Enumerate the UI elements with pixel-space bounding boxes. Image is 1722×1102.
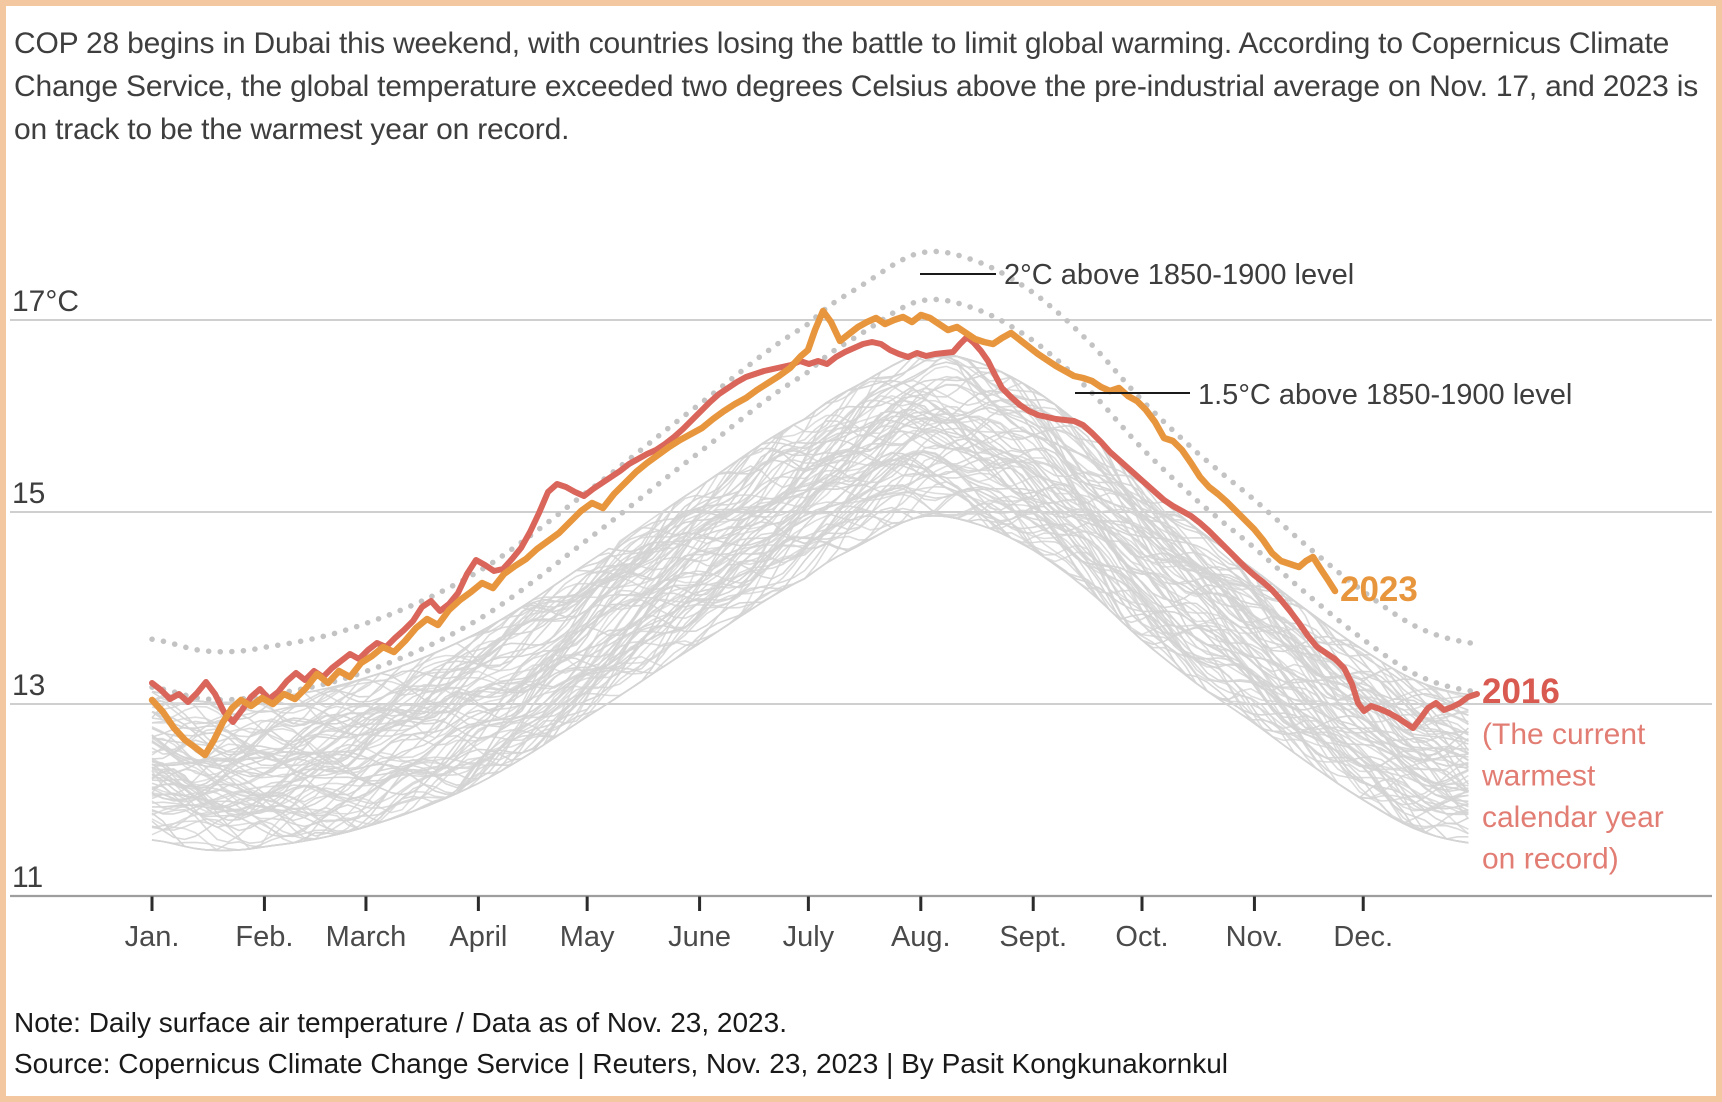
gray-year-line — [151, 486, 1469, 838]
gray-year-line — [151, 405, 1469, 764]
x-axis-month-label: April — [449, 921, 507, 953]
gray-year-line — [151, 455, 1469, 852]
series-label-2016: 2016 — [1482, 672, 1560, 711]
series-2016-subtitle-line: calendar year — [1482, 801, 1664, 834]
x-axis-month-label: Feb. — [235, 921, 293, 953]
annotation-1p5c-label: 1.5°C above 1850-1900 level — [1198, 379, 1572, 411]
gray-year-line — [151, 353, 1469, 729]
gray-year-line — [151, 395, 1470, 769]
dotted-1p5c-curve — [149, 296, 1475, 703]
gray-year-line — [151, 411, 1469, 797]
x-axis-month-label: Sept. — [999, 921, 1067, 953]
series-2016-subtitle: (The current warmest calendar year on recor… — [1481, 718, 1664, 876]
x-axis-month-label: June — [668, 921, 731, 953]
y-axis-label: 13 — [12, 669, 45, 702]
dotted-2c-curve — [149, 248, 1475, 655]
headline-text: COP 28 begins in Dubai this weekend, wit… — [14, 27, 1699, 146]
line-2023 — [148, 307, 1339, 759]
axis-layer: 17°C 15 13 11 Jan. Feb. March April May June July A… — [12, 285, 1393, 953]
x-axis-month-label: Dec. — [1333, 921, 1393, 953]
x-axis-month-label: May — [560, 921, 615, 953]
series-label-2023: 2023 — [1340, 570, 1418, 609]
x-axis-month-label: July — [783, 921, 835, 953]
footnotes: Note: Daily surface air temperature / Da… — [14, 1002, 1704, 1084]
gray-year-line — [151, 352, 1469, 738]
gray-year-line — [151, 456, 1469, 841]
line-2016 — [149, 334, 1480, 731]
gray-year-line — [151, 395, 1469, 768]
gray-year-line — [151, 451, 1469, 810]
annotation-2c-label: 2°C above 1850-1900 level — [1004, 259, 1354, 291]
highlighted-series-layer — [148, 307, 1480, 759]
gray-year-line — [151, 352, 1469, 746]
gray-year-line — [151, 427, 1469, 808]
x-axis-month-label: Aug. — [891, 921, 951, 953]
x-axis-month-label: Nov. — [1226, 921, 1283, 953]
x-axis-month-label: Oct. — [1115, 921, 1168, 953]
historical-years-layer — [151, 352, 1470, 852]
series-2016-subtitle-line: (The current — [1482, 718, 1646, 751]
source-text: Source: Copernicus Climate Change Servic… — [14, 1048, 1228, 1079]
x-axis-month-label: Jan. — [125, 921, 180, 953]
reference-curve-2c-layer — [149, 248, 1475, 655]
y-axis-label: 15 — [12, 477, 45, 510]
note-text: Note: Daily surface air temperature / Da… — [14, 1007, 787, 1038]
gray-year-line — [151, 461, 1469, 813]
y-axis-label: 11 — [12, 861, 43, 894]
x-axis-month-label: March — [326, 921, 407, 953]
series-2016-subtitle-line: warmest — [1481, 760, 1596, 793]
gray-year-line — [151, 352, 1469, 753]
series-2016-subtitle-line: on record) — [1482, 843, 1619, 876]
reference-curve-1p5c-layer — [149, 296, 1475, 703]
y-axis-label: 17°C — [12, 285, 79, 318]
gray-year-line — [151, 448, 1469, 820]
